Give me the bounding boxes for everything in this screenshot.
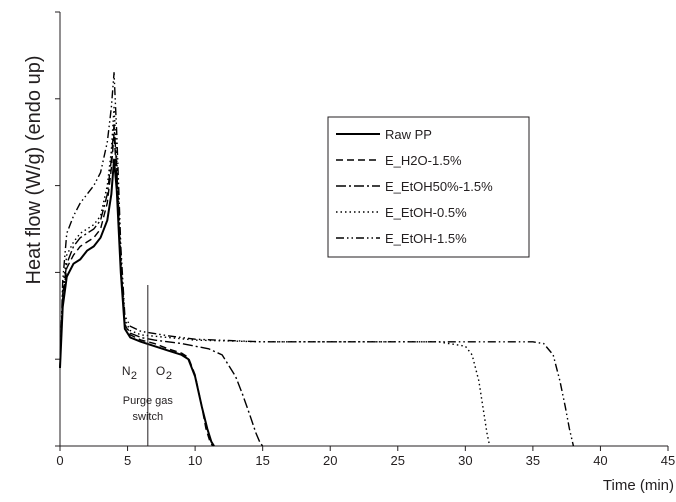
- x-tick-label: 30: [458, 453, 472, 468]
- y-axis-title: Heat flow (W/g) (endo up): [23, 56, 45, 285]
- legend-label-2: E_H2O-1.5%: [385, 153, 462, 168]
- o2-subscript: 2: [166, 370, 172, 382]
- legend-label-3: E_EtOH50%-1.5%: [385, 179, 493, 194]
- x-tick-label: 45: [661, 453, 675, 468]
- x-tick-label: 40: [593, 453, 607, 468]
- axes: 0 5 10 15 20 25 30 35 40 45: [55, 11, 675, 468]
- x-tick-label: 15: [255, 453, 269, 468]
- x-tick-label: 35: [526, 453, 540, 468]
- x-axis-title: Time (min): [603, 477, 674, 494]
- legend-box: [327, 116, 530, 258]
- x-tick-label: 10: [188, 453, 202, 468]
- x-tick-label: 5: [124, 453, 131, 468]
- legend-label-5: E_EtOH-1.5%: [385, 231, 467, 246]
- series-line-4: [59, 106, 491, 447]
- x-tick-label: 20: [323, 453, 337, 468]
- n2-label: N: [122, 364, 131, 378]
- series-line-3: [59, 124, 264, 447]
- n2-subscript: 2: [131, 370, 137, 382]
- series-layer: [59, 72, 575, 447]
- o2-label: O: [156, 364, 165, 378]
- legend-label-4: E_EtOH-0.5%: [385, 205, 467, 220]
- purge-caption-line2: switch: [133, 411, 164, 423]
- series-line-5: [59, 72, 575, 447]
- legend-label-1: Raw PP: [385, 127, 432, 142]
- legend: Raw PP E_H2O-1.5% E_EtOH50%-1.5% E_EtOH-0.5…: [327, 116, 530, 258]
- purge-caption-line1: Purge gas: [123, 395, 174, 407]
- x-tick-label: 0: [56, 453, 63, 468]
- x-tick-label: 25: [391, 453, 405, 468]
